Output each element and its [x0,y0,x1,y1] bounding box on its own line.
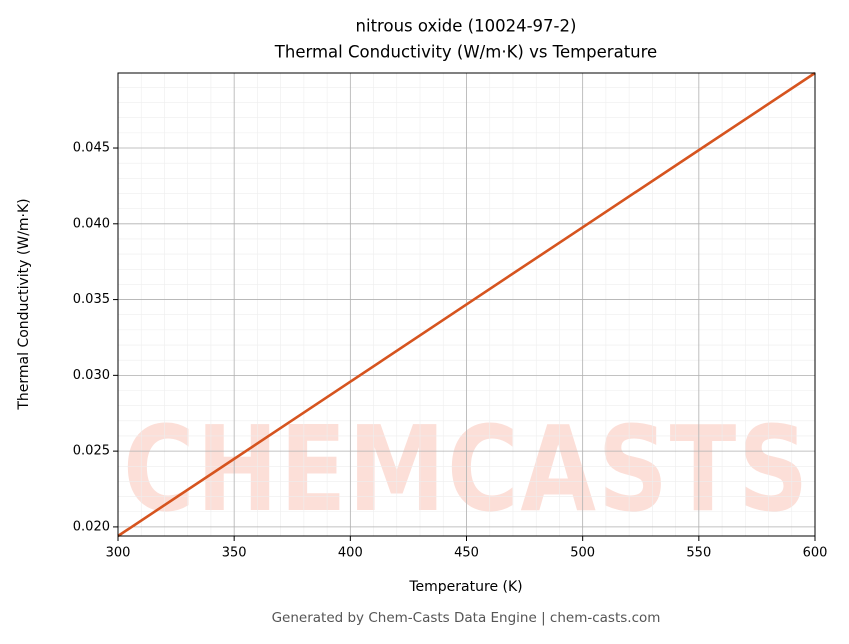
y-tick-label: 0.020 [73,519,110,534]
chart-title: nitrous oxide (10024-97-2) [356,17,577,36]
axes-frame [117,72,816,537]
x-tick-label: 300 [106,546,131,561]
x-tick-label: 350 [222,546,247,561]
watermark: CHEMCASTS [123,400,810,538]
x-tick-label: 450 [454,546,479,561]
footer: Generated by Chem-Casts Data Engine | ch… [272,610,661,626]
y-tick-label: 0.040 [73,216,110,231]
y-axis-label: Thermal Conductivity (W/m·K) [16,198,32,410]
x-tick-label: 400 [338,546,363,561]
x-tick-label: 500 [570,546,595,561]
x-tick-label: 600 [803,546,828,561]
chart-subtitle: Thermal Conductivity (W/m·K) vs Temperat… [274,43,657,62]
y-tick-label: 0.035 [73,292,110,307]
y-tick-label: 0.030 [73,368,110,383]
y-tick-label: 0.025 [73,444,110,459]
x-axis-label: Temperature (K) [408,579,522,595]
y-tick-label: 0.045 [73,141,110,156]
data-line [117,71,816,538]
x-tick-label: 550 [686,546,711,561]
